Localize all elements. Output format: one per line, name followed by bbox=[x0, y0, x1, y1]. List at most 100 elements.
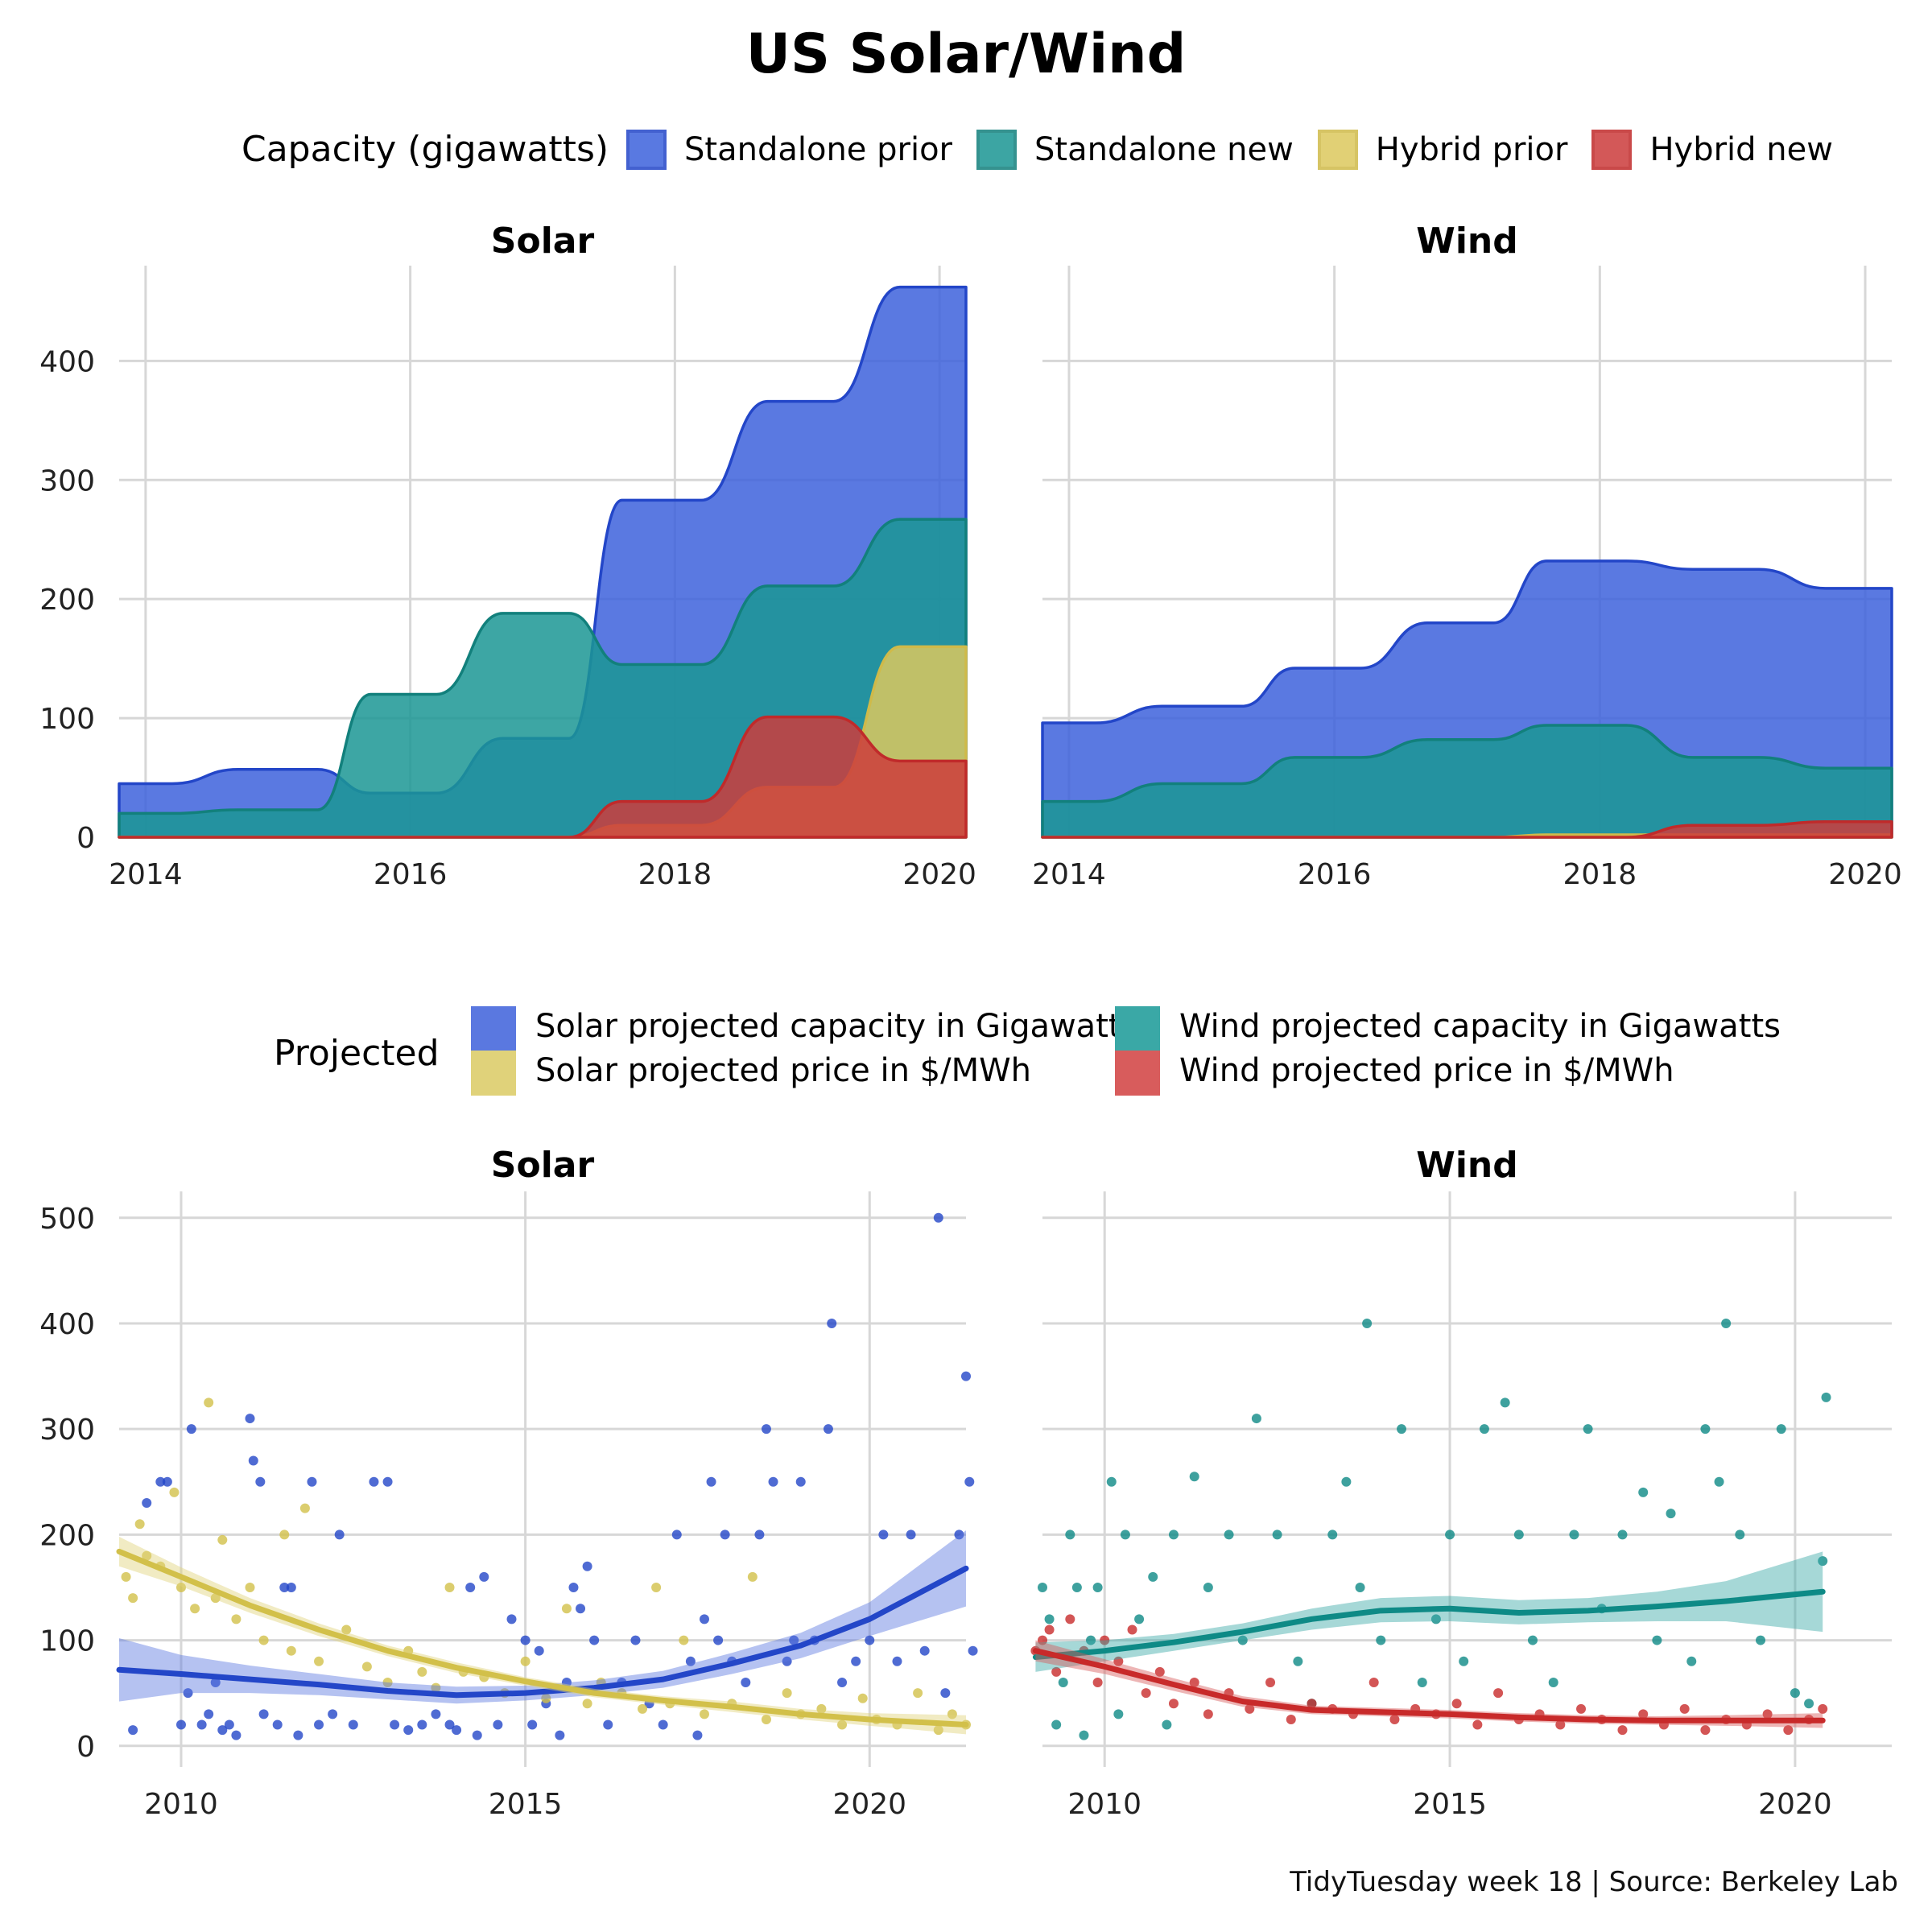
point-wind-projected-capacity-in-gigawatts bbox=[1714, 1476, 1724, 1487]
point-wind-projected-capacity-in-gigawatts bbox=[1776, 1424, 1786, 1435]
point-solar-projected-capacity-in-gigawatts bbox=[699, 1614, 709, 1624]
point-solar-projected-capacity-in-gigawatts bbox=[369, 1476, 379, 1487]
point-wind-projected-capacity-in-gigawatts bbox=[1686, 1656, 1697, 1666]
x-tick-label: 2018 bbox=[1563, 858, 1637, 891]
point-wind-projected-capacity-in-gigawatts bbox=[1071, 1582, 1082, 1592]
point-wind-projected-capacity-in-gigawatts bbox=[1134, 1614, 1145, 1624]
point-solar-projected-capacity-in-gigawatts bbox=[823, 1424, 833, 1435]
x-tick-label: 2018 bbox=[638, 858, 712, 891]
capacity-legend-item: Hybrid prior bbox=[1317, 129, 1568, 170]
point-solar-projected-capacity-in-gigawatts bbox=[851, 1656, 861, 1666]
capacity-legend-swatch bbox=[1591, 129, 1633, 170]
point-wind-projected-capacity-in-gigawatts bbox=[1293, 1656, 1303, 1666]
point-solar-projected-price-in-mwh bbox=[651, 1582, 662, 1592]
point-solar-projected-capacity-in-gigawatts bbox=[671, 1530, 682, 1540]
point-solar-projected-capacity-in-gigawatts bbox=[658, 1719, 668, 1730]
point-solar-projected-capacity-in-gigawatts bbox=[279, 1582, 290, 1592]
capacity-legend: Capacity (gigawatts) Standalone prior Sta… bbox=[242, 129, 1857, 170]
point-solar-projected-capacity-in-gigawatts bbox=[417, 1719, 427, 1730]
point-wind-projected-capacity-in-gigawatts bbox=[1079, 1730, 1089, 1740]
point-solar-projected-price-in-mwh bbox=[699, 1709, 709, 1719]
point-solar-projected-capacity-in-gigawatts bbox=[258, 1709, 269, 1719]
projected-legend-swatch bbox=[1115, 1051, 1160, 1096]
point-solar-projected-capacity-in-gigawatts bbox=[789, 1635, 799, 1645]
point-solar-projected-capacity-in-gigawatts bbox=[940, 1688, 951, 1699]
point-wind-projected-capacity-in-gigawatts bbox=[1500, 1397, 1510, 1408]
projected-legend-label: Wind projected capacity in Gigawatts bbox=[1179, 1008, 1781, 1045]
point-solar-projected-capacity-in-gigawatts bbox=[382, 1476, 393, 1487]
capacity-legend-label: Hybrid prior bbox=[1375, 130, 1568, 168]
point-solar-projected-price-in-mwh bbox=[816, 1703, 827, 1714]
capacity-legend-item: Standalone prior bbox=[626, 129, 952, 170]
point-wind-projected-capacity-in-gigawatts bbox=[1818, 1556, 1828, 1567]
point-solar-projected-price-in-mwh bbox=[258, 1635, 269, 1645]
point-wind-projected-price-in-mwh bbox=[1389, 1714, 1400, 1724]
point-solar-projected-price-in-mwh bbox=[444, 1582, 455, 1592]
point-solar-projected-capacity-in-gigawatts bbox=[741, 1678, 751, 1688]
point-wind-projected-price-in-mwh bbox=[1113, 1656, 1124, 1666]
point-solar-projected-capacity-in-gigawatts bbox=[479, 1571, 489, 1582]
point-wind-projected-capacity-in-gigawatts bbox=[1666, 1509, 1676, 1519]
point-solar-projected-capacity-in-gigawatts bbox=[506, 1614, 517, 1624]
point-solar-projected-price-in-mwh bbox=[417, 1666, 427, 1677]
point-solar-projected-capacity-in-gigawatts bbox=[589, 1635, 600, 1645]
point-solar-projected-price-in-mwh bbox=[210, 1593, 221, 1604]
point-solar-projected-capacity-in-gigawatts bbox=[162, 1476, 172, 1487]
point-solar-projected-capacity-in-gigawatts bbox=[128, 1725, 138, 1736]
point-wind-projected-price-in-mwh bbox=[1576, 1703, 1587, 1714]
point-wind-projected-capacity-in-gigawatts bbox=[1189, 1472, 1199, 1482]
point-wind-projected-price-in-mwh bbox=[1307, 1699, 1317, 1709]
y-tick-label: 400 bbox=[39, 1308, 95, 1341]
point-wind-projected-capacity-in-gigawatts bbox=[1113, 1709, 1124, 1719]
point-solar-projected-price-in-mwh bbox=[231, 1614, 242, 1624]
point-solar-projected-capacity-in-gigawatts bbox=[183, 1688, 193, 1699]
point-wind-projected-capacity-in-gigawatts bbox=[1327, 1530, 1338, 1540]
point-wind-projected-capacity-in-gigawatts bbox=[1148, 1571, 1158, 1582]
point-solar-projected-price-in-mwh bbox=[747, 1571, 758, 1582]
point-solar-projected-capacity-in-gigawatts bbox=[555, 1730, 565, 1740]
point-solar-projected-capacity-in-gigawatts bbox=[706, 1476, 716, 1487]
point-wind-projected-capacity-in-gigawatts bbox=[1051, 1719, 1062, 1730]
point-wind-projected-price-in-mwh bbox=[1818, 1703, 1828, 1714]
point-wind-projected-capacity-in-gigawatts bbox=[1527, 1635, 1538, 1645]
point-solar-projected-capacity-in-gigawatts bbox=[431, 1709, 441, 1719]
y-tick-label: 0 bbox=[76, 822, 95, 855]
panel-title: Solar bbox=[491, 1145, 595, 1186]
point-wind-projected-capacity-in-gigawatts bbox=[1044, 1614, 1055, 1624]
point-wind-projected-price-in-mwh bbox=[1092, 1678, 1103, 1688]
point-solar-projected-capacity-in-gigawatts bbox=[685, 1656, 696, 1666]
point-solar-projected-capacity-in-gigawatts bbox=[582, 1561, 592, 1571]
point-wind-projected-price-in-mwh bbox=[1141, 1688, 1151, 1699]
fit-line-wind-projected-capacity-in-gigawatts bbox=[1032, 1588, 1826, 1661]
point-solar-projected-price-in-mwh bbox=[175, 1582, 186, 1592]
point-solar-projected-capacity-in-gigawatts bbox=[837, 1678, 848, 1688]
point-solar-projected-capacity-in-gigawatts bbox=[713, 1635, 724, 1645]
point-solar-projected-capacity-in-gigawatts bbox=[245, 1414, 255, 1424]
capacity-legend-swatch bbox=[976, 129, 1017, 170]
point-solar-projected-capacity-in-gigawatts bbox=[768, 1476, 778, 1487]
point-wind-projected-capacity-in-gigawatts bbox=[1086, 1635, 1096, 1645]
point-wind-projected-capacity-in-gigawatts bbox=[1459, 1656, 1469, 1666]
point-wind-projected-capacity-in-gigawatts bbox=[1583, 1424, 1593, 1435]
point-solar-projected-capacity-in-gigawatts bbox=[248, 1455, 258, 1466]
point-wind-projected-capacity-in-gigawatts bbox=[1237, 1635, 1248, 1645]
x-tick-label: 2015 bbox=[1413, 1788, 1487, 1821]
point-wind-projected-price-in-mwh bbox=[1472, 1719, 1483, 1730]
point-solar-projected-price-in-mwh bbox=[761, 1714, 771, 1724]
point-solar-projected-capacity-in-gigawatts bbox=[142, 1498, 152, 1509]
projected-legend-swatch bbox=[1115, 1006, 1160, 1051]
projected-legend-label: Solar projected price in $/MWh bbox=[535, 1052, 1031, 1089]
point-wind-projected-price-in-mwh bbox=[1127, 1624, 1137, 1635]
point-solar-projected-capacity-in-gigawatts bbox=[403, 1725, 414, 1736]
point-wind-projected-capacity-in-gigawatts bbox=[1376, 1635, 1386, 1645]
projected-legend-swatch bbox=[471, 1051, 516, 1096]
point-wind-projected-price-in-mwh bbox=[1245, 1703, 1255, 1714]
point-solar-projected-capacity-in-gigawatts bbox=[175, 1719, 186, 1730]
point-solar-projected-price-in-mwh bbox=[314, 1656, 324, 1666]
point-wind-projected-capacity-in-gigawatts bbox=[1397, 1424, 1407, 1435]
point-solar-projected-capacity-in-gigawatts bbox=[224, 1719, 234, 1730]
point-solar-projected-capacity-in-gigawatts bbox=[692, 1730, 703, 1740]
fit-line-solar-projected-capacity-in-gigawatts bbox=[116, 1565, 969, 1699]
point-solar-projected-price-in-mwh bbox=[190, 1604, 200, 1614]
panel-title: Wind bbox=[1416, 221, 1517, 262]
